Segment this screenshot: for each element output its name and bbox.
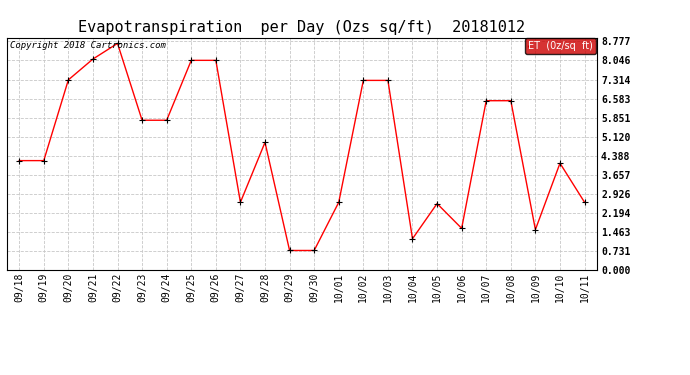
Point [456, 225, 467, 231]
Point [63, 77, 74, 83]
Point [333, 199, 344, 205]
Point [555, 160, 566, 166]
Legend: ET  (0z/sq  ft): ET (0z/sq ft) [525, 39, 596, 54]
Point [88, 56, 99, 62]
Point [186, 57, 197, 63]
Point [407, 236, 418, 242]
Point [137, 117, 148, 123]
Point [431, 201, 442, 207]
Point [259, 140, 270, 146]
Text: Copyright 2018 Cartronics.com: Copyright 2018 Cartronics.com [10, 41, 166, 50]
Point [481, 98, 492, 104]
Title: Evapotranspiration  per Day (Ozs sq/ft)  20181012: Evapotranspiration per Day (Ozs sq/ft) 2… [78, 20, 526, 35]
Point [382, 77, 393, 83]
Point [112, 40, 123, 46]
Point [284, 248, 295, 254]
Point [14, 158, 25, 164]
Point [38, 158, 49, 164]
Point [579, 199, 590, 205]
Point [358, 77, 369, 83]
Point [530, 226, 541, 232]
Point [161, 117, 172, 123]
Point [505, 98, 516, 104]
Point [210, 57, 221, 63]
Point [308, 248, 319, 254]
Point [235, 199, 246, 205]
